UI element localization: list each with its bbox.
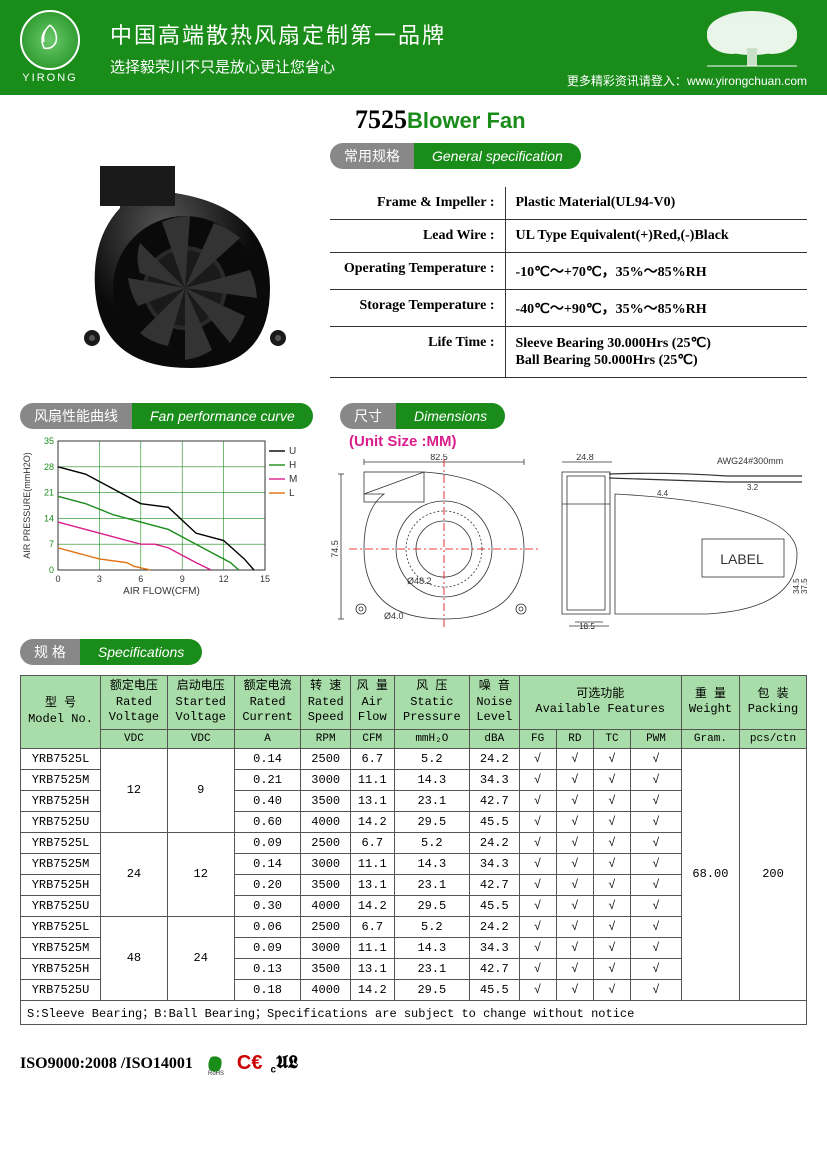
svg-text:0: 0 [49, 565, 54, 575]
svg-text:6: 6 [138, 574, 143, 584]
dimensions-tab: 尺寸 Dimensions [340, 403, 505, 429]
performance-tab: 风扇性能曲线 Fan performance curve [20, 403, 313, 429]
svg-text:AIR PRESSURE(mmH2O): AIR PRESSURE(mmH2O) [22, 452, 32, 559]
svg-text:U: U [289, 446, 296, 457]
svg-text:9: 9 [180, 574, 185, 584]
performance-chart: 0 3 6 9 12 15 0 7 14 21 28 35 UHML AIR FLOW(CFM) AIR P… [20, 433, 305, 598]
cert-icons: RoHS C€ c𝖀𝕷 [203, 1052, 298, 1076]
general-spec-section: 常用规格 General specification Frame & Impel… [330, 143, 807, 378]
spec-label: Operating Temperature : [330, 253, 505, 290]
general-spec-tab: 常用规格 General specification [330, 143, 581, 169]
svg-text:14: 14 [44, 513, 54, 523]
spec-value: -40℃～+90℃，35%～85%RH [505, 290, 807, 327]
spec-value: Plastic Material(UL94-V0) [505, 187, 807, 220]
svg-text:22.3: 22.3 [579, 627, 595, 629]
specifications-table: 型 号Model No.额定电压RatedVoltage启动电压StartedV… [20, 675, 807, 1025]
svg-text:0: 0 [55, 574, 60, 584]
svg-text:AWG24#300mm: AWG24#300mm [717, 456, 783, 466]
front-view-drawing: 82.5 74.5 Ø48.2 Ø4.0 [329, 454, 539, 629]
svg-text:RoHS: RoHS [208, 1071, 224, 1075]
product-title: 7525Blower Fan [355, 105, 807, 135]
svg-text:12: 12 [219, 574, 229, 584]
svg-text:24.8: 24.8 [576, 454, 594, 462]
header-subtitle-cn: 选择毅荣川不只是放心更让您省心 [110, 56, 446, 77]
spec-value: UL Type Equivalent(+)Red,(-)Black [505, 220, 807, 253]
ul-icon: c𝖀𝕷 [271, 1052, 299, 1076]
header-title-cn: 中国高端散热风扇定制第一品牌 [110, 18, 446, 50]
svg-text:4.4: 4.4 [657, 489, 669, 498]
spec-label: Lead Wire : [330, 220, 505, 253]
svg-text:82.5: 82.5 [430, 454, 448, 462]
svg-text:7: 7 [49, 539, 54, 549]
spec-label: Life Time : [330, 327, 505, 378]
svg-text:21: 21 [44, 488, 54, 498]
page-header: YIRONG 中国高端散热风扇定制第一品牌 选择毅荣川不只是放心更让您省心 更多… [0, 0, 827, 95]
svg-text:Ø4.0: Ø4.0 [384, 611, 404, 621]
spec-label: Storage Temperature : [330, 290, 505, 327]
svg-text:LABEL: LABEL [720, 551, 764, 567]
logo: YIRONG [20, 10, 80, 84]
table-row: YRB7525L1290.1425006.75.224.2√√√√68.0020… [21, 748, 807, 769]
svg-text:35: 35 [44, 436, 54, 446]
svg-text:H: H [289, 460, 296, 471]
ce-icon: C€ [237, 1052, 263, 1075]
rohs-icon: RoHS [203, 1053, 229, 1075]
unit-note: (Unit Size :MM) [349, 433, 807, 450]
header-url: 更多精彩资讯请登入：www.yirongchuan.com [567, 72, 807, 89]
product-photo [20, 143, 320, 393]
dimension-drawings: 82.5 74.5 Ø48.2 Ø4.0 [329, 454, 807, 629]
svg-text:M: M [289, 474, 297, 485]
spec-value: -10℃～+70℃，35%～85%RH [505, 253, 807, 290]
header-titles: 中国高端散热风扇定制第一品牌 选择毅荣川不只是放心更让您省心 [110, 18, 446, 77]
model-number: 7525 [355, 105, 407, 134]
page-footer: ISO9000:2008 /ISO14001 RoHS C€ c𝖀𝕷 [0, 1040, 827, 1088]
spec-value: Sleeve Bearing 30.000Hrs (25℃)Ball Beari… [505, 327, 807, 378]
spec-footnote: S:Sleeve Bearing；B:Ball Bearing；Specific… [21, 1000, 807, 1024]
tree-icon [697, 8, 807, 73]
spec-label: Frame & Impeller : [330, 187, 505, 220]
brand-text: YIRONG [20, 72, 80, 84]
general-spec-table: Frame & Impeller :Plastic Material(UL94-… [330, 187, 807, 378]
iso-text: ISO9000:2008 /ISO14001 [20, 1055, 193, 1073]
svg-text:74.5: 74.5 [330, 540, 340, 558]
svg-text:L: L [289, 488, 295, 499]
side-view-drawing: 24.8 AWG24#300mm 3.2 4.4 LABEL 18.5 2 [547, 454, 807, 629]
svg-text:37.5: 37.5 [800, 578, 807, 594]
svg-text:3.2: 3.2 [747, 483, 759, 492]
svg-text:15: 15 [260, 574, 270, 584]
svg-text:28: 28 [44, 462, 54, 472]
product-name: Blower Fan [407, 108, 526, 133]
svg-text:Ø48.2: Ø48.2 [407, 576, 432, 586]
logo-icon [20, 10, 80, 70]
svg-text:3: 3 [97, 574, 102, 584]
svg-text:AIR FLOW(CFM): AIR FLOW(CFM) [123, 586, 200, 597]
specifications-tab: 规 格 Specifications [20, 639, 202, 665]
